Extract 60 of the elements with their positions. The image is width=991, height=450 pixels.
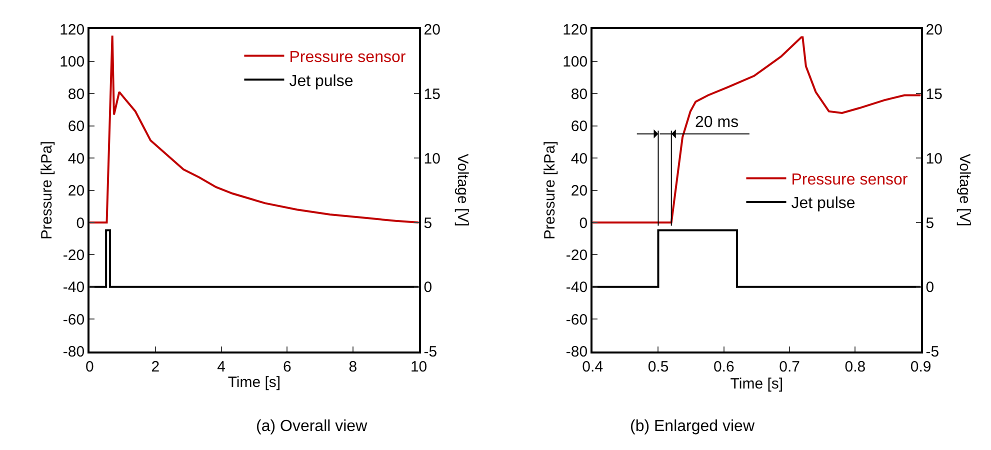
y2-tick-label: 15 [926, 86, 942, 103]
x-axis-title: Time [s] [228, 374, 281, 391]
ref-line-label: 20 ms [695, 114, 739, 131]
y2-tick-label: 20 [424, 21, 440, 38]
y-tick-label: 40 [570, 150, 588, 168]
y-tick-label: 100 [562, 54, 588, 71]
y-tick-label: 40 [68, 150, 85, 168]
legend-label: Pressure sensor [791, 171, 908, 188]
x-tick-label: 0.9 [910, 358, 932, 376]
x-tick-label: 0.6 [713, 358, 734, 376]
line-series [90, 34, 419, 224]
y-tick-label: -80 [566, 344, 588, 361]
y-tick-label: -40 [566, 279, 588, 296]
line-series [592, 36, 921, 224]
x-tick-label: 0.8 [844, 358, 866, 376]
y-tick-label: 0 [579, 214, 588, 232]
legend-label: Jet pulse [289, 72, 354, 90]
y2-tick-label: 15 [424, 86, 440, 103]
y2-tick-label: 10 [926, 150, 942, 168]
x-tick-label: 0.4 [582, 358, 604, 376]
y-tick-label: -20 [62, 246, 85, 264]
y2-tick-label: 5 [926, 214, 934, 232]
y2-tick-label: 0 [926, 279, 934, 296]
y-tick-label: -20 [566, 246, 588, 264]
legend-label: Pressure sensor [289, 49, 406, 66]
y-axis-title: Pressure [kPa] [38, 141, 56, 240]
legend-label: Jet pulse [791, 195, 856, 212]
x-tick-label: 0.7 [779, 358, 800, 376]
y2-tick-label: 5 [424, 214, 432, 232]
y-tick-label: -40 [62, 279, 85, 296]
y-tick-label: 120 [60, 21, 85, 38]
y-tick-label: 60 [570, 118, 588, 136]
x-tick-label: 2 [151, 358, 160, 376]
y2-tick-label: -5 [424, 344, 438, 361]
x-tick-label: 0.5 [648, 358, 669, 376]
x-tick-label: 4 [217, 358, 226, 376]
y-tick-label: -60 [62, 311, 85, 328]
y2-tick-label: -5 [926, 344, 940, 361]
y-tick-label: 80 [68, 86, 85, 103]
y-tick-label: -60 [566, 311, 588, 328]
y-tick-label: 120 [562, 21, 588, 38]
text: (b) Enlarged view [630, 418, 755, 435]
x-axis-title: Time [s] [730, 375, 784, 392]
y-tick-label: 60 [68, 118, 85, 136]
text: (a) Overall view [256, 418, 368, 435]
y-axis-title: Pressure [kPa] [541, 141, 558, 240]
y-tick-label: 100 [60, 54, 85, 71]
y-tick-label: 20 [570, 182, 588, 200]
y2-tick-label: 10 [424, 150, 440, 168]
y-tick-label: 20 [68, 182, 85, 200]
y2-tick-label: 20 [926, 21, 942, 38]
y-tick-label: 80 [570, 86, 588, 103]
y2-axis-title: Voltage [V] [454, 154, 471, 226]
y-tick-label: 0 [76, 214, 85, 232]
x-tick-label: 8 [348, 358, 358, 376]
x-tick-label: 10 [410, 358, 428, 376]
x-tick-label: 6 [282, 358, 292, 376]
y2-axis-title: Voltage [V] [956, 154, 973, 226]
y-tick-label: -80 [62, 344, 85, 361]
y2-tick-label: 0 [424, 279, 432, 296]
